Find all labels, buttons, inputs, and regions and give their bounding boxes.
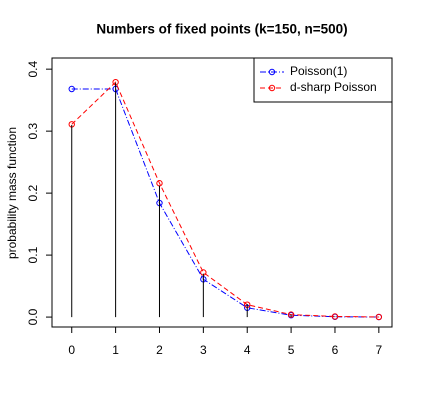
y-tick-label: 0.1: [26, 246, 40, 263]
chart-title: Numbers of fixed points (k=150, n=500): [96, 22, 347, 37]
legend-label: d-sharp Poisson: [290, 80, 377, 94]
plot-box: [51, 57, 393, 328]
point: [331, 313, 339, 320]
x-tick-label: 7: [375, 343, 382, 357]
y-tick-label: 0.0: [26, 308, 40, 325]
y-tick-label: 0.3: [26, 122, 40, 139]
y-tick-label: 0.4: [26, 60, 40, 77]
series-line: [71, 88, 379, 318]
y-axis-label: probability mass function: [5, 127, 19, 259]
x-tick-label: 6: [332, 343, 339, 357]
x-tick-label: 1: [112, 343, 119, 357]
point: [68, 85, 75, 93]
legend-box: [253, 57, 393, 103]
x-tick-label: 5: [288, 343, 295, 357]
legend-marker: [268, 68, 276, 76]
legend-marker: [268, 84, 276, 92]
y-tick-label: 0.2: [26, 184, 40, 201]
x-tick-label: 0: [68, 343, 75, 357]
x-tick-label: 4: [244, 343, 251, 357]
point: [287, 311, 295, 318]
series-line: [71, 81, 379, 318]
legend-label: Poisson(1): [290, 64, 347, 78]
x-tick-label: 3: [200, 343, 207, 357]
point: [375, 313, 383, 321]
x-tick-label: 2: [156, 343, 163, 357]
